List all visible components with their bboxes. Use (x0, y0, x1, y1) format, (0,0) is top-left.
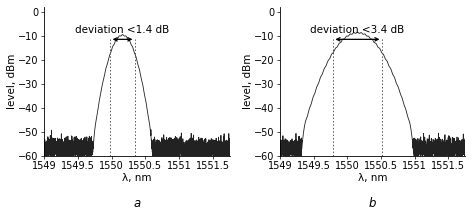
Text: deviation <1.4 dB: deviation <1.4 dB (75, 25, 170, 34)
Text: deviation <3.4 dB: deviation <3.4 dB (310, 25, 405, 34)
Y-axis label: level, dBm: level, dBm (7, 54, 17, 109)
X-axis label: λ, nm: λ, nm (358, 173, 387, 183)
Text: b: b (369, 197, 376, 210)
Text: a: a (133, 197, 141, 210)
Y-axis label: level, dBm: level, dBm (243, 54, 253, 109)
X-axis label: λ, nm: λ, nm (122, 173, 152, 183)
